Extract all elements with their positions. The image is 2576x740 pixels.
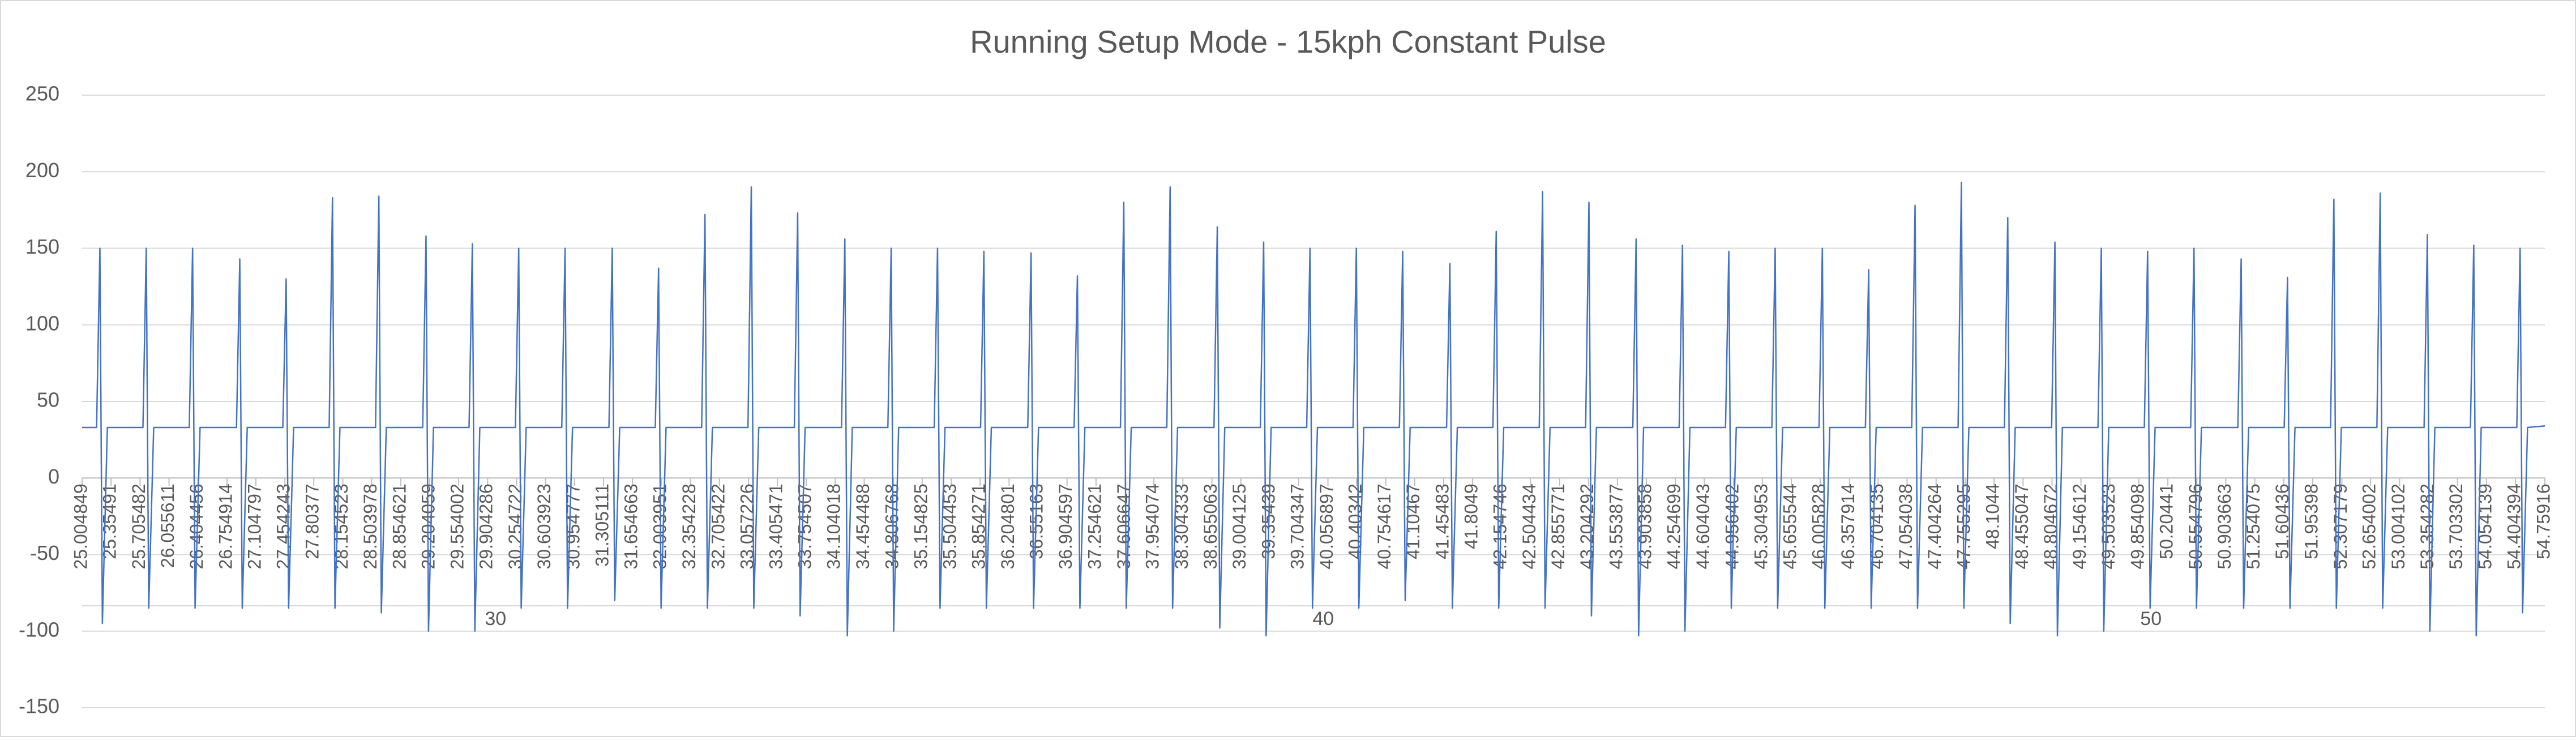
x-tick-label: 25.35491 xyxy=(100,484,120,559)
x-tick-label: 28.854621 xyxy=(389,484,409,569)
x-tick-label: 39.704347 xyxy=(1287,484,1307,569)
x-tick-label: 47.054038 xyxy=(1895,484,1916,569)
y-tick-label: 250 xyxy=(25,82,59,105)
x-tick-label: 27.104797 xyxy=(244,484,264,569)
x-tick-label: 50.20441 xyxy=(2156,484,2177,559)
x-tick-label: 40.754617 xyxy=(1374,484,1394,569)
x-tick-label: 46.704135 xyxy=(1867,484,1887,569)
x-tick-label: 49.854098 xyxy=(2127,484,2147,569)
x-tick-label: 53.354282 xyxy=(2417,484,2437,569)
x-tick-label: 32.354228 xyxy=(679,484,699,569)
x-tick-label: 38.655063 xyxy=(1200,484,1221,569)
x-tick-label: 54.75916 xyxy=(2533,484,2553,559)
x-tick-label: 45.655544 xyxy=(1780,484,1800,569)
x-tick-label: 29.554002 xyxy=(447,484,468,569)
x-tick-label: 41.45483 xyxy=(1432,484,1452,559)
y-tick-label: -100 xyxy=(19,618,59,641)
y-tick-label: 150 xyxy=(25,235,59,258)
x-tick-label: 28.503978 xyxy=(360,484,380,569)
x-tick-label: 54.404394 xyxy=(2504,484,2524,569)
x-tick-label: 35.154825 xyxy=(910,484,931,569)
x-tick-label: 36.204801 xyxy=(998,484,1018,569)
x-tick-label: 37.954074 xyxy=(1142,484,1163,569)
x-tick-label: 50.903663 xyxy=(2214,484,2235,569)
pulse-line xyxy=(82,181,2545,637)
x-tick-label: 46.357914 xyxy=(1838,484,1858,569)
x-tick-label: 49.503523 xyxy=(2098,484,2119,569)
x-group-label: 50 xyxy=(2140,608,2162,630)
y-tick-label: 200 xyxy=(25,159,59,182)
x-tick-label: 30.603923 xyxy=(534,484,554,569)
x-group-label: 40 xyxy=(1312,608,1334,630)
x-tick-label: 25.004849 xyxy=(70,484,91,569)
x-tick-label: 26.055611 xyxy=(157,484,178,568)
x-tick-label: 42.504434 xyxy=(1519,484,1539,569)
x-tick-label: 53.703302 xyxy=(2446,484,2466,569)
x-tick-label: 44.254699 xyxy=(1664,484,1684,569)
x-tick-label: 30.954777 xyxy=(563,484,583,569)
x-tick-label: 41.8049 xyxy=(1461,484,1482,549)
x-tick-label: 42.855771 xyxy=(1548,484,1568,569)
x-tick-label: 53.004102 xyxy=(2388,484,2408,569)
x-tick-label: 39.004125 xyxy=(1229,484,1250,569)
x-tick-label: 25.705482 xyxy=(129,484,149,569)
y-tick-label: -50 xyxy=(30,541,59,564)
x-group-label: 30 xyxy=(485,608,506,630)
x-tick-label: 47.404264 xyxy=(1924,484,1945,569)
y-tick-label: 0 xyxy=(48,465,59,488)
x-tick-label: 40.056897 xyxy=(1316,484,1337,569)
x-tick-label: 33.057226 xyxy=(737,484,758,569)
x-tick-label: 52.307179 xyxy=(2330,484,2351,569)
x-tick-label: 49.154612 xyxy=(2069,484,2090,569)
x-tick-label: 48.1044 xyxy=(1983,484,2003,549)
x-tick-label: 32.705422 xyxy=(708,484,728,569)
x-tick-label: 31.654663 xyxy=(621,484,641,569)
chart-title: Running Setup Mode - 15kph Constant Puls… xyxy=(970,24,1606,59)
x-tick-label: 34.806768 xyxy=(882,484,902,569)
x-tick-label: 52.654002 xyxy=(2359,484,2380,569)
x-tick-label: 26.754914 xyxy=(215,484,236,569)
y-tick-label: -150 xyxy=(19,695,59,718)
x-tick-label: 29.904286 xyxy=(476,484,497,569)
x-tick-label: 48.804672 xyxy=(2040,484,2061,569)
x-tick-label: 48.455047 xyxy=(2012,484,2032,569)
x-tick-label: 34.104018 xyxy=(824,484,844,569)
x-tick-label: 43.553877 xyxy=(1606,484,1626,569)
x-tick-label: 27.80377 xyxy=(302,484,323,559)
x-tick-label: 33.405471 xyxy=(766,484,786,569)
y-tick-label: 50 xyxy=(37,388,59,412)
x-tick-label: 45.304953 xyxy=(1751,484,1771,569)
x-tick-label: 44.604043 xyxy=(1693,484,1713,569)
x-tick-label: 36.904597 xyxy=(1055,484,1076,569)
x-tick-label: 51.95398 xyxy=(2301,484,2321,559)
x-tick-label: 34.454488 xyxy=(853,484,873,569)
x-tick-label: 44.956402 xyxy=(1722,484,1742,569)
x-tick-label: 31.305111 xyxy=(592,484,613,567)
x-tick-label: 37.254621 xyxy=(1084,484,1105,569)
x-tick-label: 33.754507 xyxy=(795,484,815,569)
y-tick-label: 100 xyxy=(25,311,59,335)
x-tick-label: 37.606647 xyxy=(1114,484,1134,569)
